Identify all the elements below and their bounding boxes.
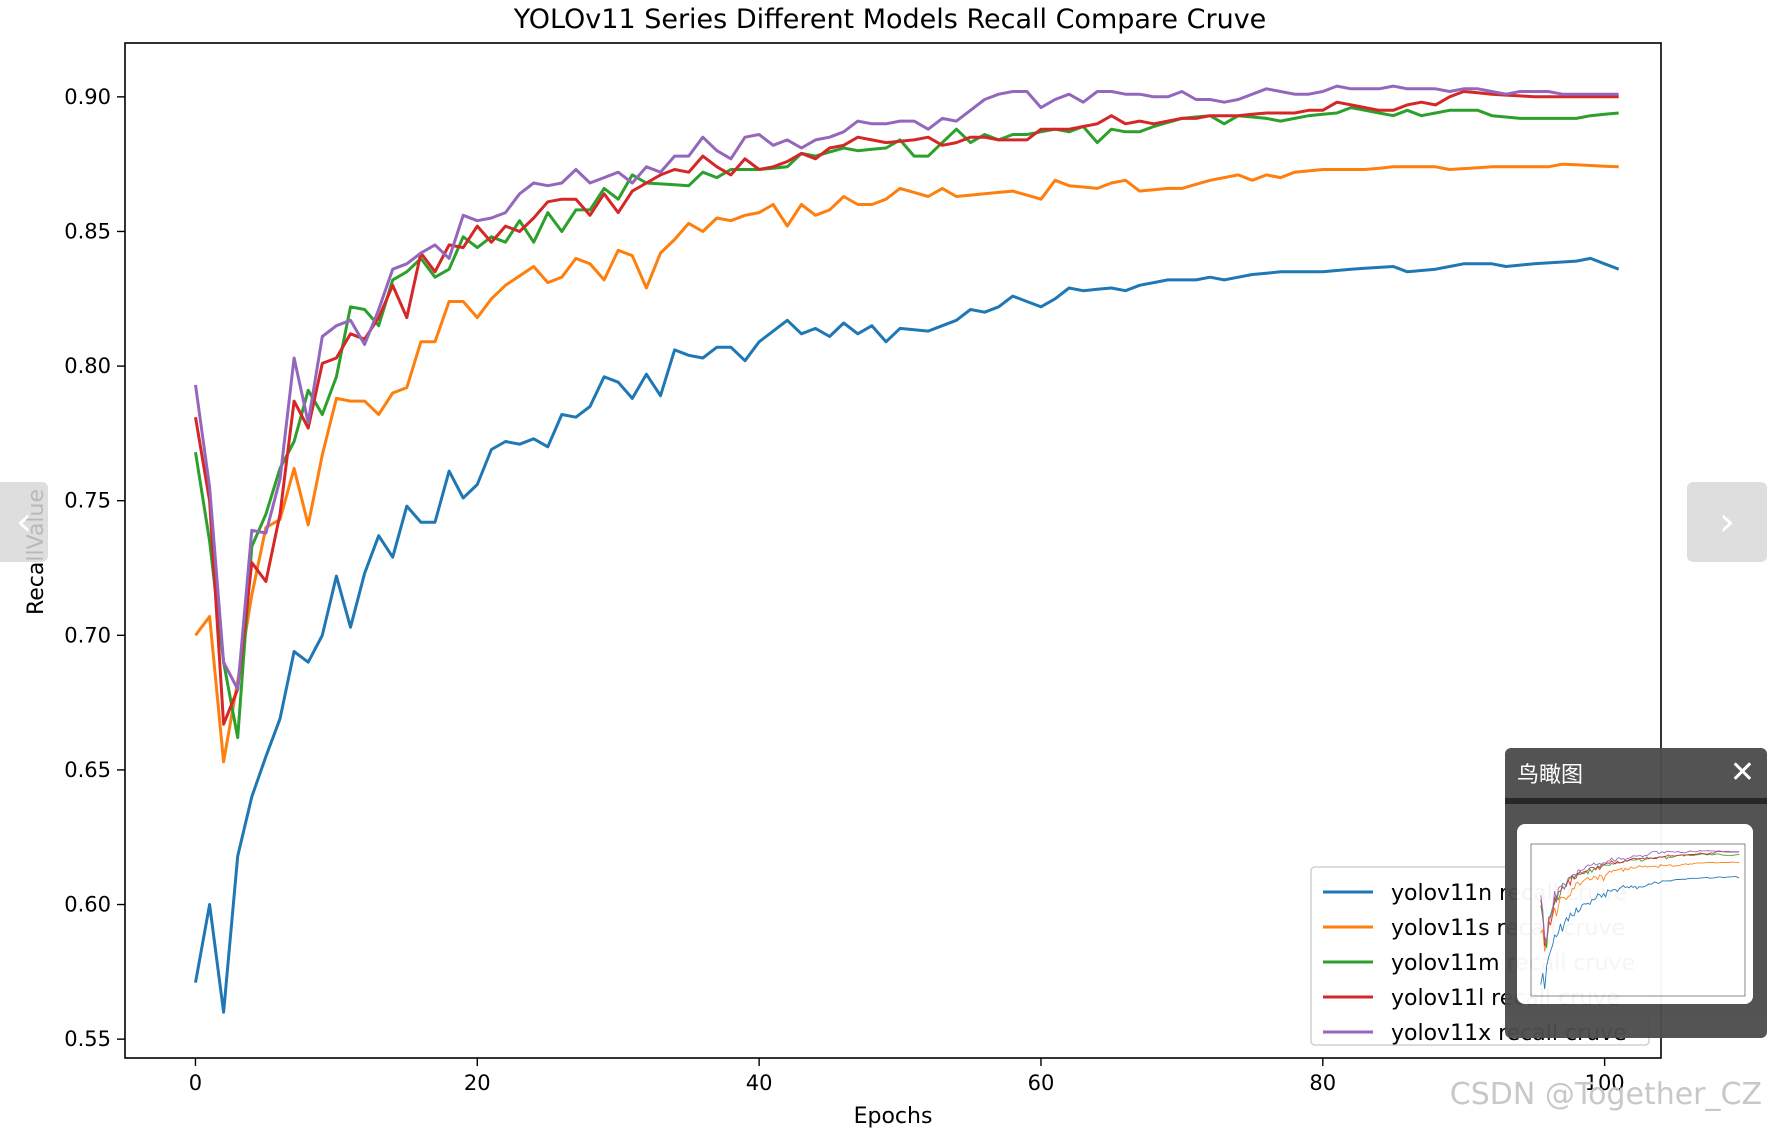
x-tick-label: 100 <box>1585 1071 1625 1095</box>
plot-area <box>194 84 1620 1014</box>
x-tick-label: 20 <box>464 1071 491 1095</box>
x-tick-label: 40 <box>746 1071 773 1095</box>
close-icon[interactable]: ✕ <box>1729 755 1755 790</box>
thumbnail-frame <box>1530 843 1746 997</box>
series-line <box>194 162 1619 764</box>
thumbnail-series-line <box>1540 850 1740 943</box>
y-tick-label: 0.90 <box>64 85 111 109</box>
plot-frame <box>124 42 1662 1059</box>
chart-title: YOLOv11 Series Different Models Recall C… <box>513 4 1267 35</box>
series-line <box>194 106 1619 740</box>
thumbnail-series-line <box>1540 853 1740 949</box>
prev-image-button[interactable]: ‹ <box>0 482 48 562</box>
thumbnail-series-line <box>1540 850 1740 947</box>
y-tick-label: 0.60 <box>64 893 111 917</box>
x-tick-label: 80 <box>1309 1071 1336 1095</box>
y-tick-label: 0.80 <box>64 354 111 378</box>
x-axis-label: Epochs <box>854 1104 933 1129</box>
next-image-button[interactable]: › <box>1687 482 1767 562</box>
y-tick-label: 0.65 <box>64 758 111 782</box>
x-tick-label: 60 <box>1028 1071 1055 1095</box>
series-line <box>194 90 1619 726</box>
overview-divider <box>1505 798 1767 804</box>
overview-title: 鸟瞰图 <box>1517 763 1584 788</box>
y-axis: 0.55 0.60 0.65 0.70 0.75 0.80 0.85 0.90 <box>64 85 125 1051</box>
chevron-right-icon: › <box>1719 499 1735 545</box>
thumbnail-chart <box>1530 843 1746 997</box>
thumbnail-series-line <box>1540 861 1740 952</box>
x-axis: 0 20 40 60 80 100 <box>189 1058 1625 1095</box>
overview-panel: 鸟瞰图 ✕ <box>1505 748 1767 1038</box>
overview-header: 鸟瞰图 ✕ <box>1505 748 1767 798</box>
series-line <box>194 256 1620 1014</box>
y-tick-label: 0.75 <box>64 489 111 513</box>
overview-thumbnail[interactable] <box>1517 824 1753 1004</box>
watermark: CSDN @Together_CZ <box>1449 1077 1762 1112</box>
thumbnail-series-line <box>1540 875 1740 990</box>
y-tick-label: 0.85 <box>64 219 111 243</box>
y-tick-label: 0.55 <box>64 1027 111 1051</box>
series-line <box>194 84 1619 691</box>
chevron-left-icon: ‹ <box>16 499 32 545</box>
x-tick-label: 0 <box>189 1071 202 1095</box>
y-tick-label: 0.70 <box>64 623 111 647</box>
